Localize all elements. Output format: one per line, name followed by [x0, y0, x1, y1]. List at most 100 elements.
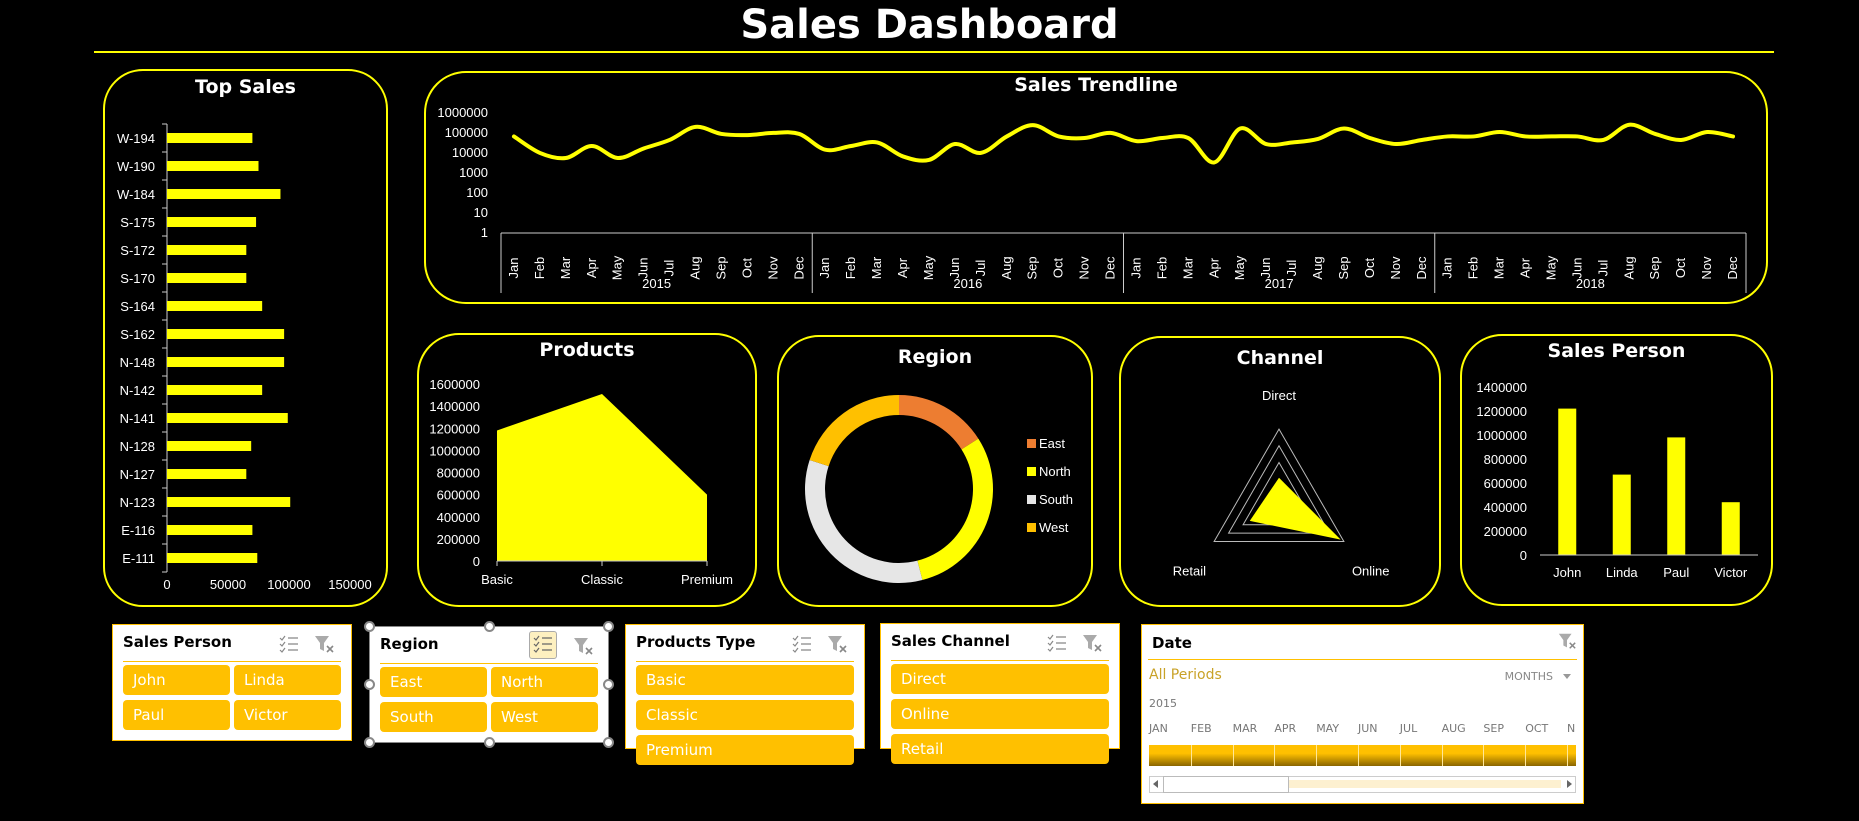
svg-text:Sep: Sep: [1025, 256, 1040, 279]
clear-filter-icon[interactable]: [1557, 631, 1577, 651]
timeline-month-label[interactable]: N: [1567, 722, 1576, 735]
scrollbar-thumb[interactable]: [1163, 776, 1289, 793]
svg-text:Jul: Jul: [1284, 260, 1299, 277]
resize-handle[interactable]: [364, 621, 375, 632]
sales-person-title: Sales Person: [1547, 340, 1686, 362]
svg-text:Aug: Aug: [1621, 256, 1636, 279]
clear-filter-icon[interactable]: [572, 636, 594, 656]
svg-text:N-123: N-123: [120, 495, 155, 510]
svg-text:N-142: N-142: [120, 383, 155, 398]
timeline-month-label[interactable]: JUL: [1399, 722, 1418, 735]
timeline-month-label[interactable]: AUG: [1441, 722, 1466, 735]
svg-text:Mar: Mar: [1180, 256, 1195, 279]
svg-text:Nov: Nov: [1388, 256, 1403, 280]
slicer-item-victor[interactable]: Victor: [234, 700, 341, 730]
timeline-title: Date: [1152, 634, 1192, 652]
slicer-item-classic[interactable]: Classic: [636, 700, 854, 730]
svg-text:400000: 400000: [437, 510, 480, 525]
slicer-item-south[interactable]: South: [380, 702, 487, 732]
svg-text:1000: 1000: [459, 165, 488, 180]
resize-handle[interactable]: [603, 621, 614, 632]
svg-text:S-162: S-162: [120, 327, 155, 342]
svg-text:2017: 2017: [1265, 276, 1294, 291]
resize-handle[interactable]: [603, 679, 614, 690]
timeline-scrollbar[interactable]: [1149, 776, 1576, 793]
scroll-right-icon[interactable]: [1567, 780, 1572, 788]
slicer-item-west[interactable]: West: [491, 702, 598, 732]
products-title: Products: [539, 339, 635, 361]
multi-select-toggle[interactable]: [529, 631, 557, 659]
slicer-item-online[interactable]: Online: [891, 699, 1109, 729]
svg-text:Classic: Classic: [581, 572, 623, 587]
timeline-month-label[interactable]: OCT: [1525, 722, 1549, 735]
svg-text:Sep: Sep: [1336, 256, 1351, 279]
timeline-month-divider: [1483, 745, 1485, 766]
slicer-item-retail[interactable]: Retail: [891, 734, 1109, 764]
svg-text:Apr: Apr: [895, 257, 910, 278]
svg-text:2016: 2016: [953, 276, 982, 291]
slicer-divider: [380, 663, 598, 664]
svg-text:Direct: Direct: [1262, 388, 1296, 403]
slicer-divider: [636, 661, 854, 662]
slicer-item-paul[interactable]: Paul: [123, 700, 230, 730]
svg-text:E-111: E-111: [122, 551, 155, 566]
timeline-bar[interactable]: [1149, 745, 1576, 766]
timeline-month-label[interactable]: MAR: [1232, 722, 1258, 735]
timeline-month-divider: [1316, 745, 1318, 766]
svg-text:Nov: Nov: [1699, 256, 1714, 280]
svg-text:Premium: Premium: [681, 572, 733, 587]
resize-handle[interactable]: [484, 621, 495, 632]
svg-text:Feb: Feb: [532, 257, 547, 279]
clear-filter-icon[interactable]: [826, 634, 848, 654]
multi-select-icon[interactable]: [532, 634, 554, 654]
svg-text:North: North: [1039, 464, 1071, 479]
multi-select-icon[interactable]: [278, 634, 300, 654]
resize-handle[interactable]: [364, 737, 375, 748]
multi-select-icon[interactable]: [1046, 633, 1068, 653]
svg-text:600000: 600000: [1484, 476, 1527, 491]
svg-text:100: 100: [466, 185, 488, 200]
svg-text:1600000: 1600000: [429, 377, 480, 392]
slicer-item-basic[interactable]: Basic: [636, 665, 854, 695]
resize-handle[interactable]: [603, 737, 614, 748]
slicer-item-north[interactable]: North: [491, 667, 598, 697]
multi-select-icon[interactable]: [791, 634, 813, 654]
time-level-select[interactable]: MONTHS: [1504, 670, 1553, 683]
products-chart: 1600000 1400000 1200000 1000000 800000 600000…: [429, 377, 733, 587]
svg-text:Basic: Basic: [481, 572, 513, 587]
svg-text:1400000: 1400000: [1476, 380, 1527, 395]
timeline-month-divider: [1274, 745, 1276, 766]
resize-handle[interactable]: [364, 679, 375, 690]
timeline-month-label[interactable]: FEB: [1190, 722, 1212, 735]
sales-person-panel: Sales Person 1400000 1200000 1000000 800000…: [1460, 334, 1773, 606]
timeline-month-label[interactable]: APR: [1274, 722, 1297, 735]
chevron-down-icon[interactable]: [1563, 674, 1571, 679]
clear-filter-icon[interactable]: [1081, 633, 1103, 653]
svg-text:Jan: Jan: [1440, 258, 1455, 279]
slicer-item-premium[interactable]: Premium: [636, 735, 854, 765]
top-sales-panel: Top Sales W-194 W-190 W-184 S-175 S-172 S-170…: [103, 69, 388, 607]
slicer-item-john[interactable]: John: [123, 665, 230, 695]
page-title: Sales Dashboard: [740, 2, 1119, 48]
timeline-month-label[interactable]: JAN: [1149, 722, 1168, 735]
slicer-item-direct[interactable]: Direct: [891, 664, 1109, 694]
timeline-month-label[interactable]: JUN: [1358, 722, 1378, 735]
slicer-region[interactable]: Region East North South West: [364, 621, 614, 748]
svg-text:200000: 200000: [437, 532, 480, 547]
timeline-month-label[interactable]: SEP: [1483, 722, 1504, 735]
svg-text:200000: 200000: [1484, 524, 1527, 539]
resize-handle[interactable]: [484, 737, 495, 748]
timeline-month-label[interactable]: MAY: [1316, 722, 1340, 735]
svg-text:Aug: Aug: [999, 256, 1014, 279]
slicer-item-east[interactable]: East: [380, 667, 487, 697]
svg-text:Retail: Retail: [1173, 564, 1206, 579]
top-sales-title: Top Sales: [195, 76, 296, 98]
svg-text:May: May: [1543, 255, 1558, 280]
svg-text:150000: 150000: [328, 577, 371, 592]
slicer-item-linda[interactable]: Linda: [234, 665, 341, 695]
channel-chart: Direct Online Retail: [1173, 388, 1390, 579]
channel-panel: Channel Direct Online Retail: [1119, 336, 1441, 607]
clear-filter-icon[interactable]: [313, 634, 335, 654]
scroll-left-icon[interactable]: [1153, 780, 1158, 788]
svg-text:0: 0: [473, 554, 480, 569]
